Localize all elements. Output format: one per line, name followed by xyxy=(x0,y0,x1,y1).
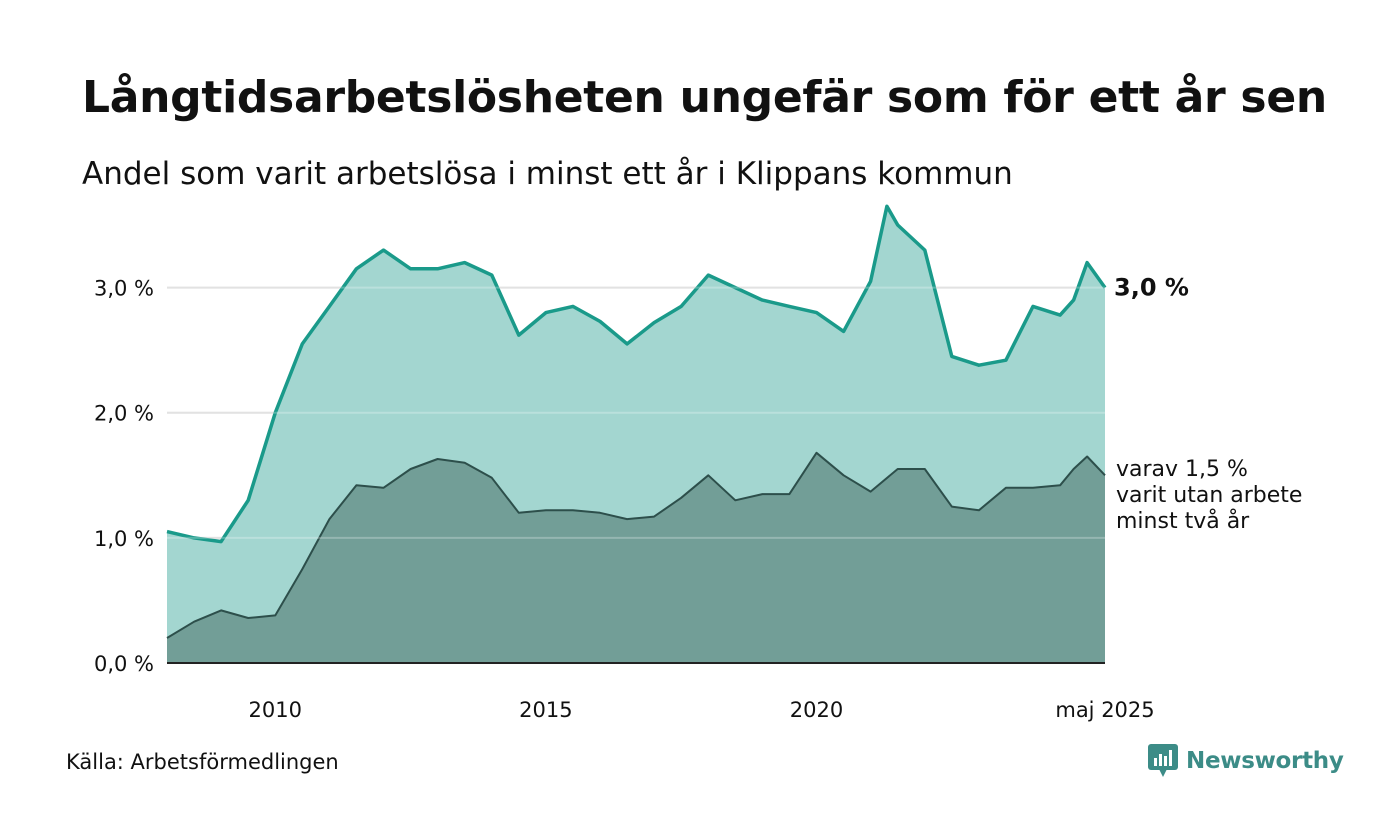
sub-end-label-line: varit utan arbete xyxy=(1116,483,1302,508)
main-series-line xyxy=(166,204,1107,544)
source-note: Källa: Arbetsförmedlingen xyxy=(66,750,339,774)
sub-series-line xyxy=(166,451,1106,639)
y-tick-label: 3,0 % xyxy=(94,277,154,301)
sub-end-label-line: minst två år xyxy=(1116,508,1250,534)
x-tick-label: 2020 xyxy=(790,698,843,722)
x-tick-label: 2010 xyxy=(249,698,302,722)
sub-end-label-line: varav 1,5 % xyxy=(1116,457,1248,482)
y-tick-label: 1,0 % xyxy=(94,527,154,551)
x-tick-label: maj 2025 xyxy=(1055,698,1154,722)
logo-text: Newsworthy xyxy=(1186,748,1344,774)
y-tick-label: 0,0 % xyxy=(94,652,154,676)
chart-title: Långtidsarbetslösheten ungefär som för e… xyxy=(82,72,1327,123)
sub-series-area xyxy=(167,452,1105,663)
chart-subtitle: Andel som varit arbetslösa i minst ett å… xyxy=(82,156,1013,192)
y-tick-label: 2,0 % xyxy=(94,402,154,426)
bar-chart-speech-icon xyxy=(1148,744,1178,777)
main-end-label: 3,0 % xyxy=(1114,274,1189,302)
x-tick-label: 2015 xyxy=(519,698,572,722)
newsworthy-logo: Newsworthy xyxy=(1148,744,1344,778)
